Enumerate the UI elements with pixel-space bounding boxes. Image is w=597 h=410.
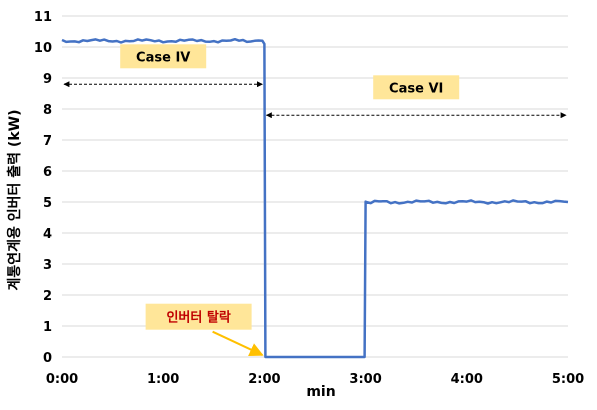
y-tick-label: 3 [43, 258, 52, 273]
annotation-label: 인버터 탈락 [166, 310, 230, 326]
y-tick-label: 9 [43, 72, 52, 87]
annotation-box [373, 75, 460, 100]
y-tick-label: 2 [43, 289, 52, 304]
y-tick-label: 7 [43, 134, 52, 149]
x-tick-label: 5:00 [552, 372, 584, 387]
annotation-label: Case IV [136, 50, 190, 65]
y-tick-label: 4 [43, 227, 52, 242]
series-layer [61, 37, 569, 359]
y-tick-label: 11 [34, 10, 52, 25]
x-tick-label: 0:00 [46, 372, 78, 387]
annotations: Case IV Case VI 인버터 탈락 [63, 44, 567, 356]
x-tick-label: 3:00 [349, 372, 381, 387]
y-axis-title: 계통연계용 인버터 출력 (kW) [6, 110, 23, 291]
x-tick-label: 4:00 [451, 372, 483, 387]
x-tick-label: 2:00 [248, 372, 280, 387]
annotation-box [120, 44, 207, 69]
y-tick-label: 5 [43, 196, 52, 211]
x-tick-label: 1:00 [147, 372, 179, 387]
y-tick-label: 6 [43, 165, 52, 180]
y-tick-label: 8 [43, 103, 52, 118]
annotation-label: Case VI [389, 81, 443, 96]
y-tick-label: 1 [43, 320, 52, 335]
callout-arrow [212, 330, 264, 356]
y-tick-label: 10 [34, 41, 52, 56]
tick-labels: 0 1 2 3 4 5 6 7 8 9 10 11 0:00 1:00 2:00 3:00 4:00 5:00 [34, 10, 584, 387]
annotation-box [145, 303, 252, 330]
y-tick-label: 0 [43, 351, 52, 366]
x-axis-title: min [306, 384, 335, 400]
series-line [61, 37, 569, 359]
